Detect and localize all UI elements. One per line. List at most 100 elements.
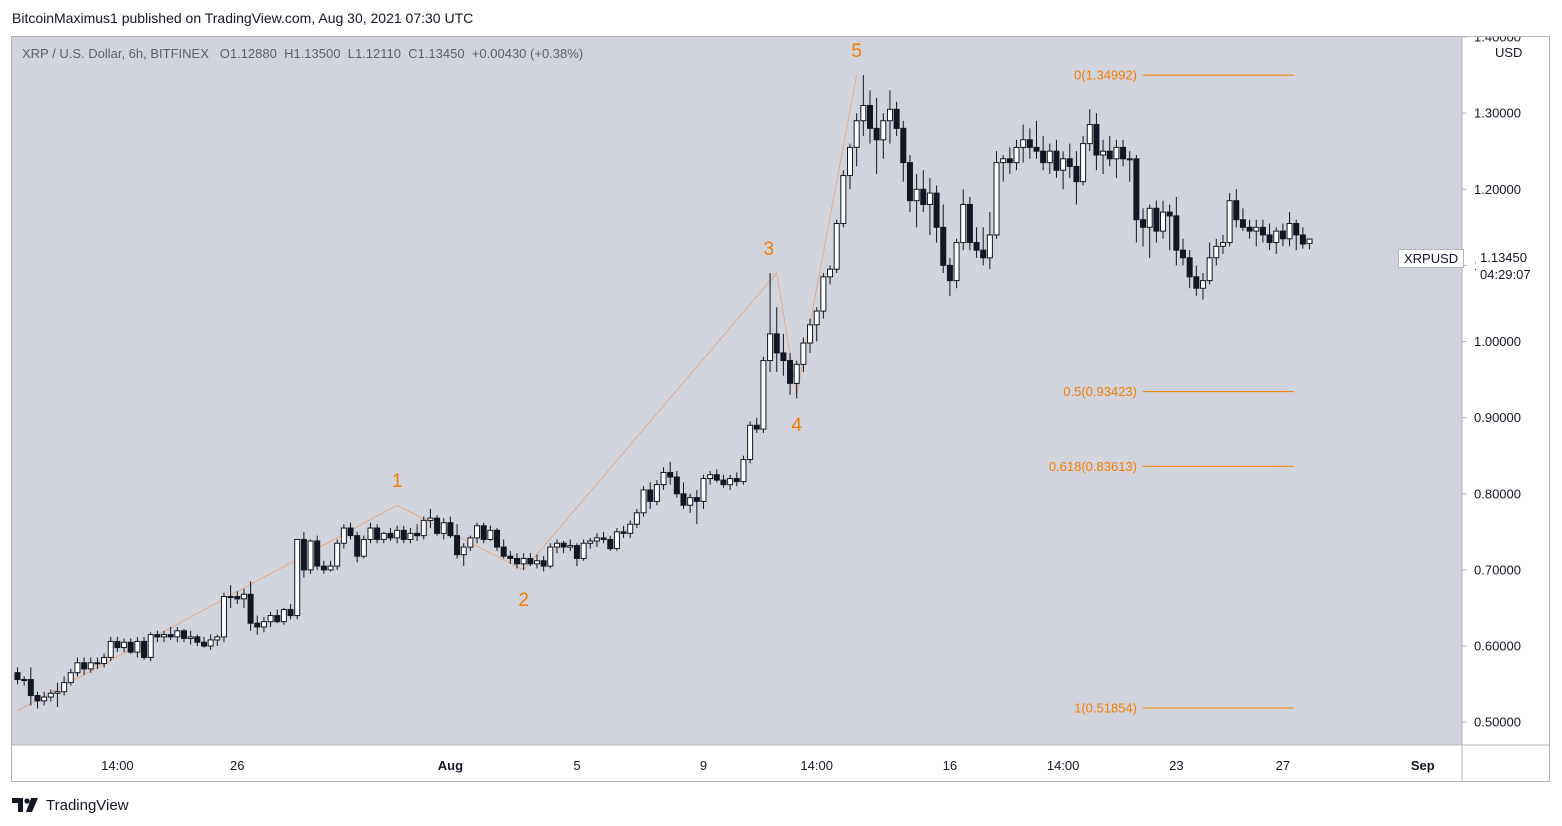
- time-tick-label: 23: [1169, 758, 1183, 773]
- candle: [500, 539, 507, 559]
- candle: [1046, 143, 1053, 175]
- candle-body: [1160, 211, 1167, 232]
- candle: [820, 273, 827, 319]
- candle-body: [274, 615, 281, 623]
- candle: [1286, 212, 1293, 247]
- candle-body: [34, 695, 41, 702]
- candle: [893, 101, 900, 136]
- candle: [200, 636, 207, 648]
- candle: [1126, 151, 1133, 182]
- candle: [926, 177, 933, 235]
- candle: [1146, 204, 1153, 258]
- candle: [560, 540, 567, 554]
- price-tick-label: 0.90000: [1474, 410, 1521, 425]
- candle: [454, 524, 461, 559]
- candle: [647, 482, 654, 509]
- chart-frame: [11, 36, 1550, 782]
- price-tick-label: 0.60000: [1474, 639, 1521, 654]
- candle-body: [946, 264, 953, 282]
- candle-body: [161, 634, 168, 638]
- candle: [573, 543, 580, 567]
- candle: [474, 522, 481, 544]
- candle-body: [354, 535, 361, 557]
- candle-body: [294, 538, 301, 617]
- candle-body: [174, 630, 181, 638]
- candle-body: [1186, 257, 1193, 278]
- candle: [913, 174, 920, 228]
- candle-body: [1153, 207, 1160, 232]
- candle-body: [1046, 150, 1053, 164]
- elliott-wave-path: [17, 74, 858, 712]
- candle-body: [27, 679, 34, 697]
- elliott-wave-labels: 1 2 3 4 5: [392, 41, 862, 611]
- candle: [514, 553, 520, 569]
- wave-label: 1: [392, 471, 403, 492]
- price-chart[interactable]: 0(1.34992) 0.5(0.93423) 0.618(0.83613) 1(0.…: [12, 37, 1550, 781]
- candle-body: [360, 538, 367, 557]
- candle: [101, 653, 108, 668]
- time-tick-label: 14:00: [800, 758, 833, 773]
- candle: [667, 461, 674, 485]
- fib-level-label: 1(0.51854): [1074, 701, 1137, 716]
- candle-body: [220, 596, 227, 638]
- candle-body: [367, 527, 374, 540]
- currency-label[interactable]: USD: [1493, 45, 1525, 60]
- candle: [633, 509, 640, 529]
- candle: [67, 668, 74, 686]
- candle-body: [67, 672, 74, 684]
- candle: [434, 515, 441, 536]
- candle-body: [114, 640, 121, 649]
- candle: [1000, 155, 1007, 182]
- candle: [1253, 219, 1260, 247]
- candle: [1193, 265, 1200, 296]
- candle-body: [1120, 146, 1127, 160]
- candle: [194, 634, 201, 647]
- candle: [27, 667, 34, 706]
- time-tick-label: Sep: [1411, 758, 1435, 773]
- candle-body: [394, 529, 401, 539]
- fib-level-label: 0(1.34992): [1074, 68, 1137, 83]
- open-value: 1.12880: [229, 46, 277, 61]
- candle: [47, 689, 54, 702]
- time-tick-label: 14:00: [1047, 758, 1080, 773]
- candle: [1299, 227, 1306, 249]
- price-tick-label: 0.50000: [1474, 715, 1521, 730]
- wave-label: 5: [851, 41, 862, 62]
- candle-body: [21, 679, 28, 682]
- candle: [480, 522, 487, 544]
- candle-body: [47, 692, 54, 698]
- candle-body: [1266, 234, 1273, 244]
- low-label: L: [347, 46, 355, 61]
- candle-body: [267, 615, 274, 623]
- candle-body: [713, 474, 720, 481]
- candle: [720, 474, 727, 488]
- candle: [727, 474, 734, 490]
- candle: [374, 524, 381, 544]
- candle-body: [527, 557, 534, 565]
- candle: [940, 204, 947, 273]
- candle-body: [400, 529, 407, 540]
- candle: [327, 560, 334, 572]
- candle: [1040, 135, 1047, 171]
- candle-body: [913, 188, 920, 202]
- candle-body: [580, 542, 587, 559]
- candle-body: [167, 634, 174, 638]
- candle: [1080, 135, 1087, 186]
- candle: [127, 638, 134, 654]
- candle: [234, 591, 241, 605]
- candle-body: [254, 622, 261, 628]
- candle: [673, 470, 680, 498]
- price-tick-label: 0.70000: [1474, 562, 1521, 577]
- tradingview-footer: TradingView: [12, 795, 129, 815]
- candle: [174, 627, 181, 643]
- candle-body: [194, 636, 201, 643]
- wave-label: 2: [518, 590, 529, 611]
- published-note: BitcoinMaximus1 published on TradingView…: [12, 10, 474, 26]
- candle: [167, 627, 174, 640]
- last-price-value: 1.13450: [1476, 249, 1531, 266]
- candle-body: [980, 249, 987, 259]
- candle: [873, 97, 880, 175]
- candle: [494, 528, 501, 551]
- candle-body: [633, 512, 640, 525]
- high-label: H: [284, 46, 294, 61]
